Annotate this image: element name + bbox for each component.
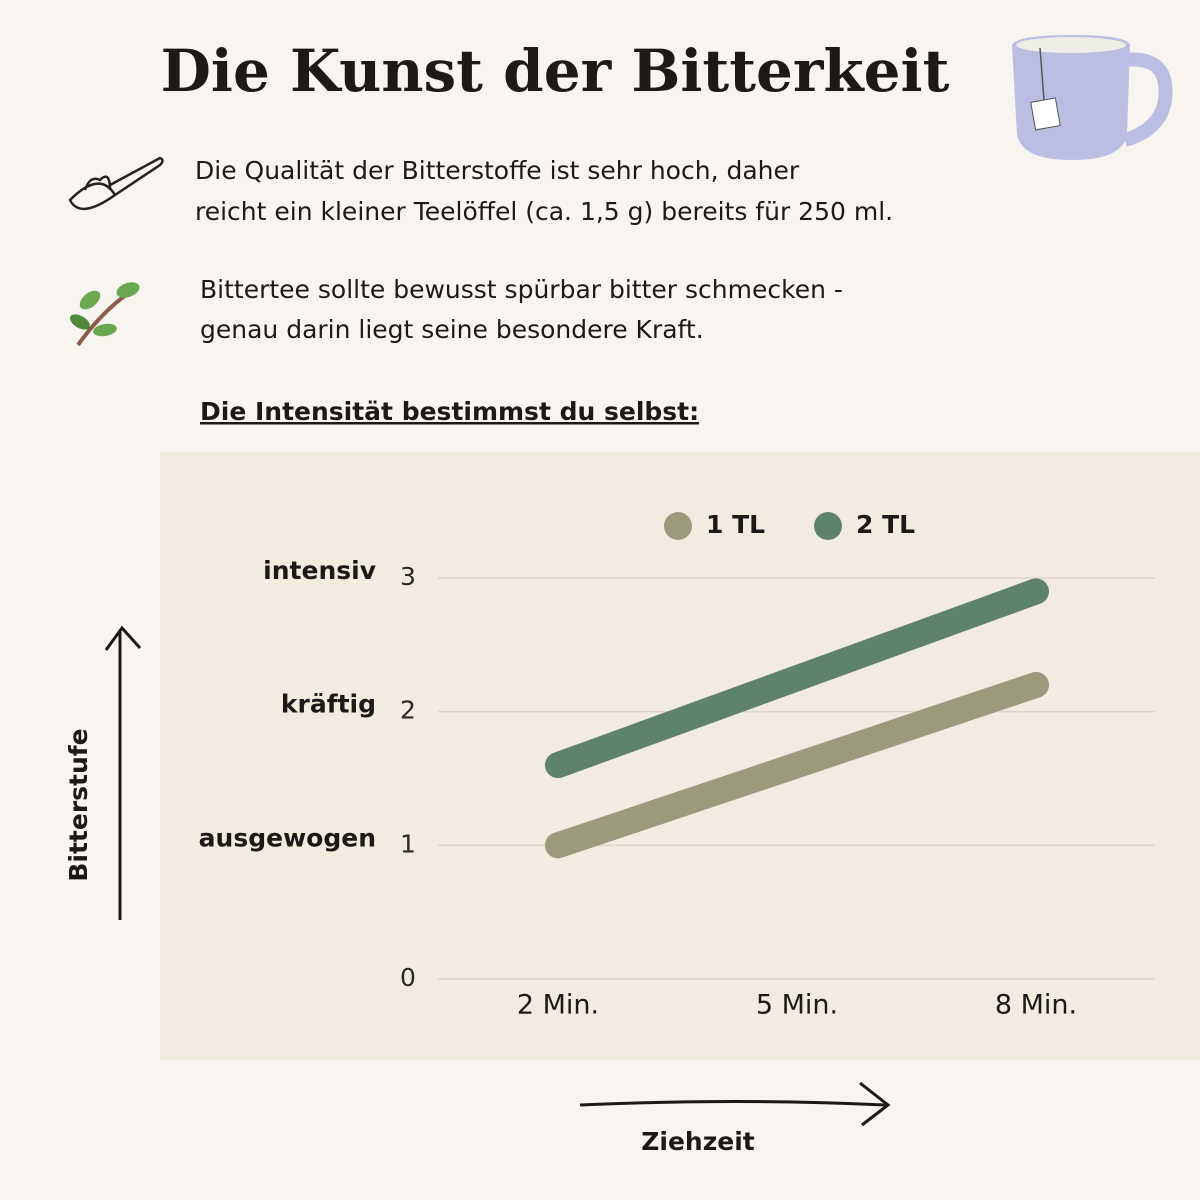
spoon-icon [68, 156, 164, 210]
y-level-label: ausgewogen [199, 823, 376, 852]
y-axis-label: Bitterstufe [64, 728, 93, 881]
x-axis-label: Ziehzeit [641, 1127, 755, 1156]
y-level-label: kräftig [281, 690, 376, 719]
note-line: genau darin liegt seine besondere Kraft. [200, 315, 704, 344]
y-tick-label: 3 [400, 562, 416, 591]
x-tick-label: 5 Min. [756, 990, 838, 1021]
series-line [545, 578, 1049, 779]
y-tick-label: 2 [400, 696, 416, 725]
mug-icon [1012, 35, 1173, 160]
legend-swatch [814, 512, 842, 540]
x-arrow [579, 1081, 891, 1127]
title: Die Kunst der Bitterkeit [161, 37, 950, 105]
chart-area [160, 452, 1200, 1060]
legend-label: 1 TL [706, 510, 765, 539]
y-level-label: intensiv [263, 556, 376, 585]
y-arrow [104, 625, 142, 920]
subheading: Die Intensität bestimmst du selbst: [200, 397, 699, 426]
y-tick-label: 0 [400, 963, 416, 992]
leaf-icon [70, 282, 140, 347]
x-tick-label: 2 Min. [517, 990, 599, 1021]
note-line: Bittertee sollte bewusst spürbar bitter … [200, 275, 843, 304]
legend-swatch [664, 512, 692, 540]
y-tick-label: 1 [400, 829, 416, 858]
x-tick-label: 8 Min. [995, 990, 1077, 1021]
series-line [545, 671, 1049, 859]
legend-label: 2 TL [856, 510, 915, 539]
note-line: reicht ein kleiner Teelöffel (ca. 1,5 g)… [195, 197, 893, 226]
note-line: Die Qualität der Bitterstoffe ist sehr h… [195, 156, 800, 185]
